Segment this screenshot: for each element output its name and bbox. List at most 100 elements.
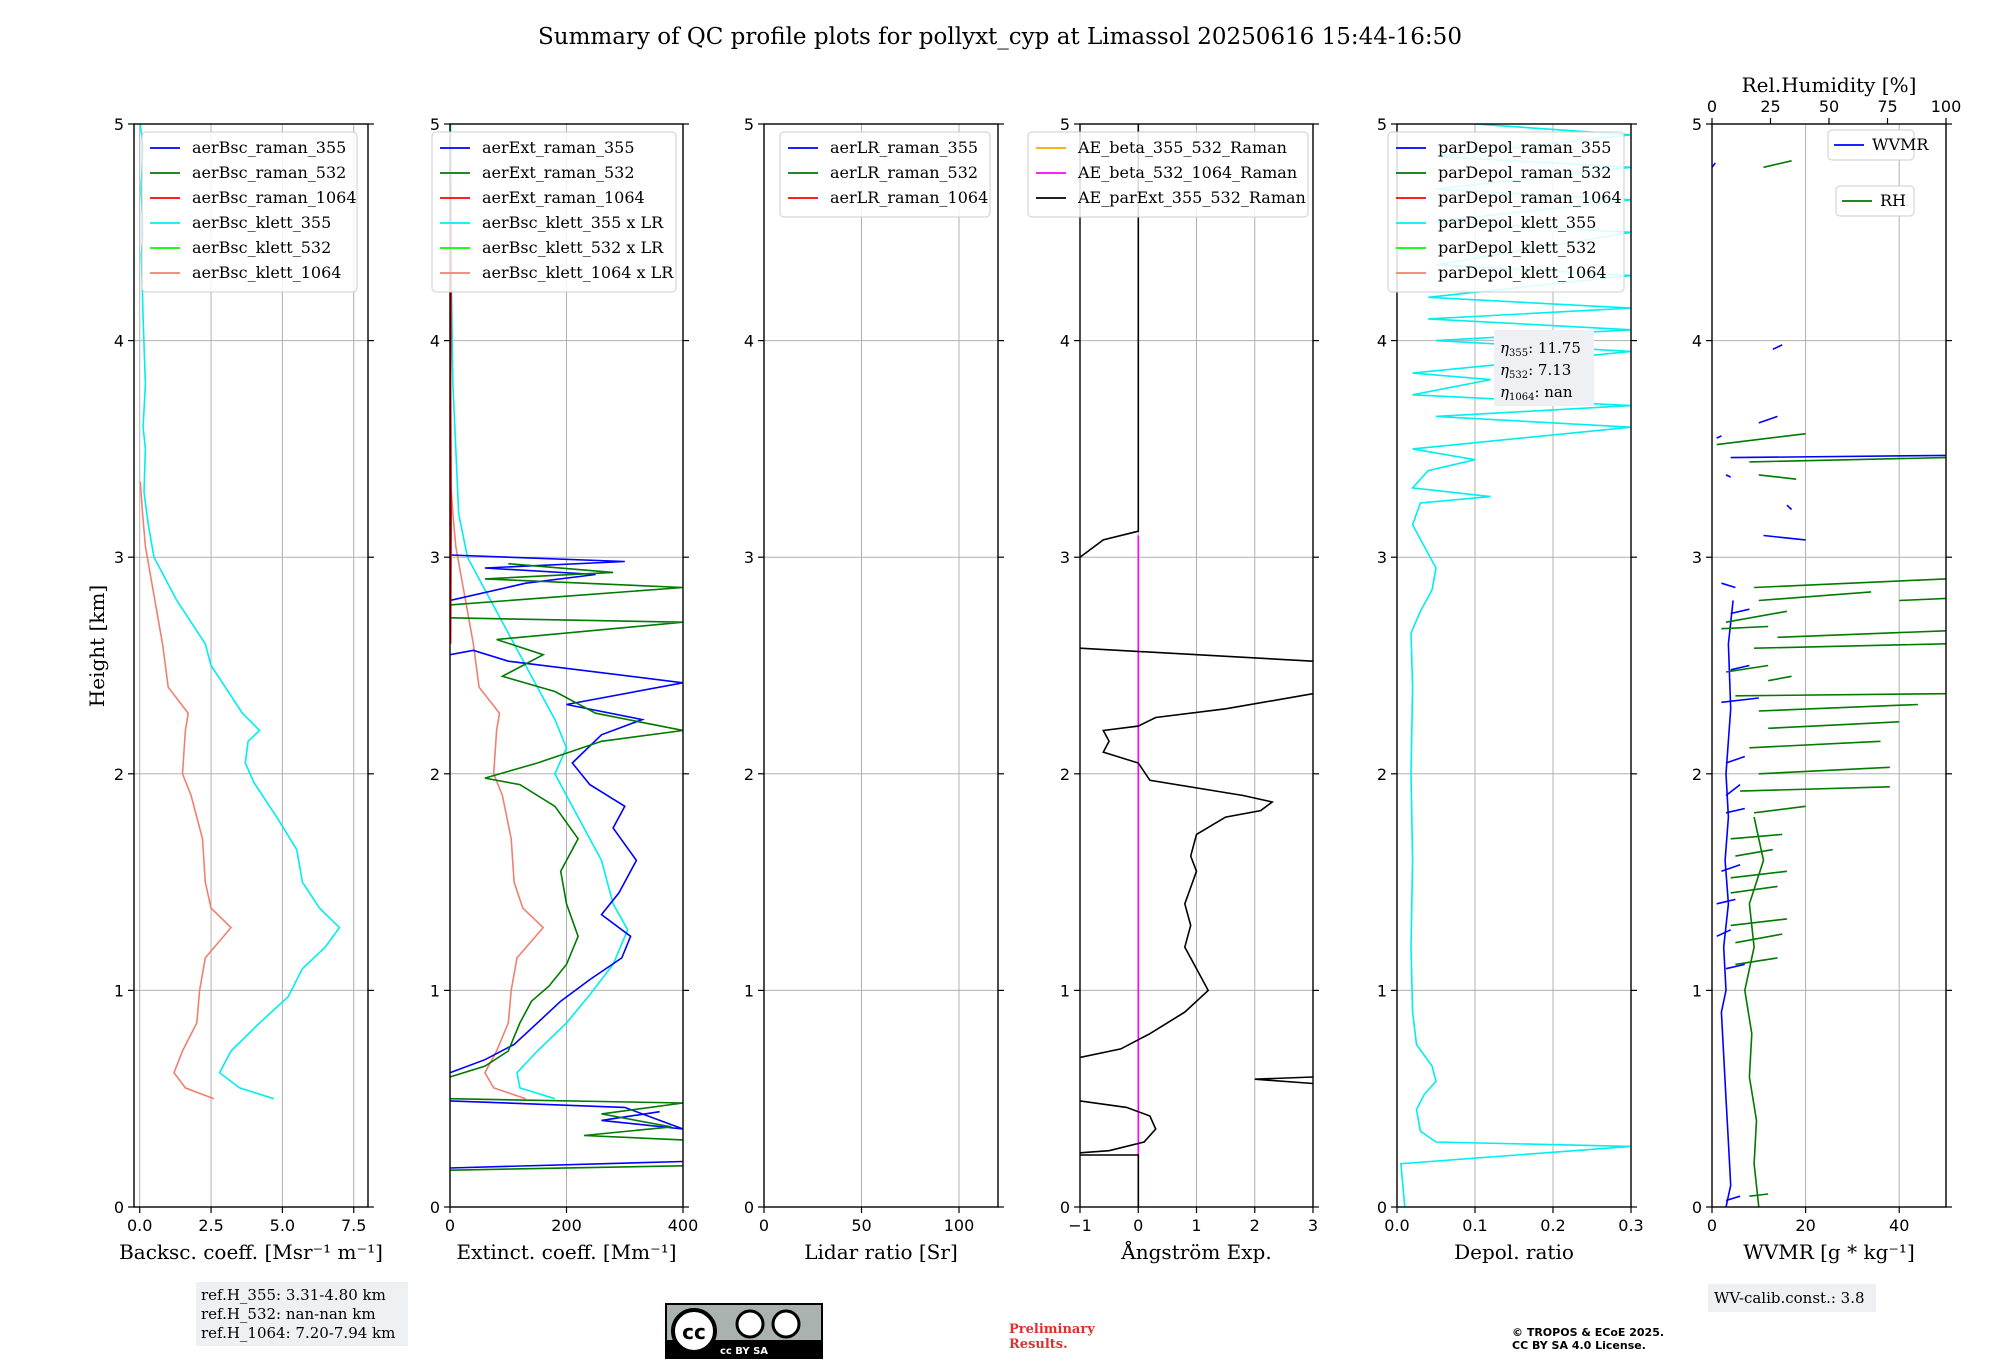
wv-segment-46 [1749,1193,1769,1197]
xtick-label-wv-2: 40 [1889,1216,1909,1235]
series-group-wv [1712,160,1946,1207]
xtick-label-wv-1: 20 [1795,1216,1815,1235]
eta-line-0: η355: 11.75 [1500,339,1581,359]
wv-segment-36 [1735,848,1773,857]
refh-line-355: ref.H_355: 3.31-4.80 km [201,1286,386,1304]
refh-box-bg [196,1282,408,1346]
ytick-label-ae-0: 0 [1060,1198,1070,1217]
xlabel-bsc: Backsc. coeff. [Msr⁻¹ m⁻¹] [119,1240,383,1264]
wv-segment-7 [1749,456,1946,463]
wv-segment-10 [1786,504,1793,511]
y-axis-label: Height [km] [85,585,109,707]
subplot-ext: 0 200 400 0 1 2 3 4 5 Extinct. coeff. [Mm⁻¹] aerEx… [430,115,698,1264]
xtick-label-ext-0: 0 [445,1216,455,1235]
legend-label-bsc-3: aerBsc_klett_355 [192,213,331,232]
top-xtick-label-1: 25 [1760,97,1780,116]
wv-segment-39 [1730,885,1778,894]
xtick-label-lr-1: 50 [851,1216,871,1235]
xtick-label-bsc-1: 2.5 [198,1216,223,1235]
series-ext-1 [450,481,545,1100]
wv-segment-2 [1772,344,1783,351]
ytick-label-lr-2: 2 [744,765,754,784]
legend-label-lr-2: aerLR_raman_1064 [830,188,988,207]
xtick-label-ext-1: 200 [551,1216,582,1235]
wv-segment-23 [1768,675,1792,682]
series-ae-6 [1254,1076,1313,1085]
cc-logo-text: cc BY SA [720,1346,768,1357]
wv-calib-text: WV-calib.const.: 3.8 [1714,1289,1865,1307]
ytick-label-ae-1: 1 [1060,981,1070,1000]
xtick-label-lr-2: 100 [944,1216,975,1235]
wv-segment-26 [1758,703,1918,712]
ytick-label-lr-0: 0 [744,1198,754,1217]
wv-segment-44 [1735,957,1778,966]
legend-label-bsc-1: aerBsc_raman_532 [192,163,346,182]
ytick-label-bsc-3: 3 [114,548,124,567]
xlabel-lr: Lidar ratio [Sr] [804,1240,958,1264]
series-ext-3 [450,617,683,1078]
legend-label-ae-0: AE_beta_355_532_Raman [1077,138,1287,157]
wv-segment-5 [1716,432,1806,446]
wv-segment-30 [1758,766,1890,775]
xlabel-wv: WVMR [g * kg⁻¹] [1743,1240,1915,1264]
series-ext-0 [450,124,629,1100]
xlabel-ext: Extinct. coeff. [Mm⁻¹] [456,1240,676,1264]
legend-label-bsc-2: aerBsc_raman_1064 [192,188,357,207]
wv-segment-42 [1735,933,1783,944]
wv-segment-12 [1721,582,1736,589]
legend-label-lr-1: aerLR_raman_532 [830,163,978,182]
ytick-label-lr-1: 1 [744,981,754,1000]
series-ext-7 [450,1165,683,1171]
eta-value-0: : 11.75 [1528,339,1581,357]
series-ext-5 [450,562,683,606]
copyright-line-1: © TROPOS & ECoE 2025. [1512,1326,1664,1339]
ytick-label-lr-3: 3 [744,548,754,567]
wv-segment-19 [1777,630,1946,639]
legend-label-ext-1: aerExt_raman_532 [482,163,635,182]
wv-segment-17 [1725,610,1788,623]
xtick-label-ae-2: 1 [1191,1216,1201,1235]
ytick-label-wv-5: 5 [1692,115,1702,134]
legend-label-bsc-0: aerBsc_raman_355 [192,138,346,157]
ytick-label-wv-4: 4 [1692,332,1702,351]
ytick-label-ext-2: 2 [430,765,440,784]
legend-label-bsc-4: aerBsc_klett_532 [192,238,331,257]
eta-value-1: : 7.13 [1528,361,1571,379]
preliminary-line-1: Preliminary [1009,1322,1095,1337]
ytick-label-depol-4: 4 [1377,332,1387,351]
wv-segment-13 [1754,578,1946,589]
ytick-label-depol-2: 2 [1377,765,1387,784]
series-ae-1 [1080,124,1140,558]
wv-segment-11 [1763,534,1806,541]
wv-segment-40 [1716,898,1736,905]
cc-logo-label: cc [682,1320,706,1344]
axes-frame-bsc [133,123,369,1208]
xtick-label-lr-0: 0 [759,1216,769,1235]
eta-symbol-2: η [1500,383,1509,401]
refh-box: ref.H_355: 3.31-4.80 km ref.H_532: nan-n… [196,1282,408,1346]
subplots-group: 0.0 2.5 5.0 7.5 0 1 2 3 4 5 Backsc. coeff. [Msr⁻¹ … [114,73,1961,1264]
axes-frame-lr [763,123,999,1208]
wv-segment-16 [1730,608,1750,615]
top-xtick-label-2: 50 [1819,97,1839,116]
legend-box-lr [779,131,991,218]
xtick-label-ext-2: 400 [668,1216,699,1235]
wv-segment-27 [1768,721,1900,730]
wv-segment-35 [1730,833,1783,840]
eta-subscript-2: 1064 [1509,392,1534,403]
wv-segment-18 [1721,625,1769,630]
legend-box-bsc [141,131,358,293]
xtick-label-depol-2: 0.2 [1540,1216,1565,1235]
wv-segment-20 [1754,643,1946,649]
wv-segment-43 [1716,929,1732,938]
legend-label-ext-0: aerExt_raman_355 [482,138,635,157]
eta-box-bg [1494,330,1594,406]
ytick-label-ae-5: 5 [1060,115,1070,134]
ytick-label-ext-3: 3 [430,548,440,567]
ytick-label-ae-2: 2 [1060,765,1070,784]
subplot-lr: 0 50 100 0 1 2 3 4 5 Lidar ratio [Sr] aerLR_raman_… [744,115,1004,1264]
wv-segment-8 [1725,474,1732,478]
legend-box-ext [431,131,677,293]
ytick-label-wv-2: 2 [1692,765,1702,784]
eta-line-2: η1064: nan [1500,383,1573,403]
